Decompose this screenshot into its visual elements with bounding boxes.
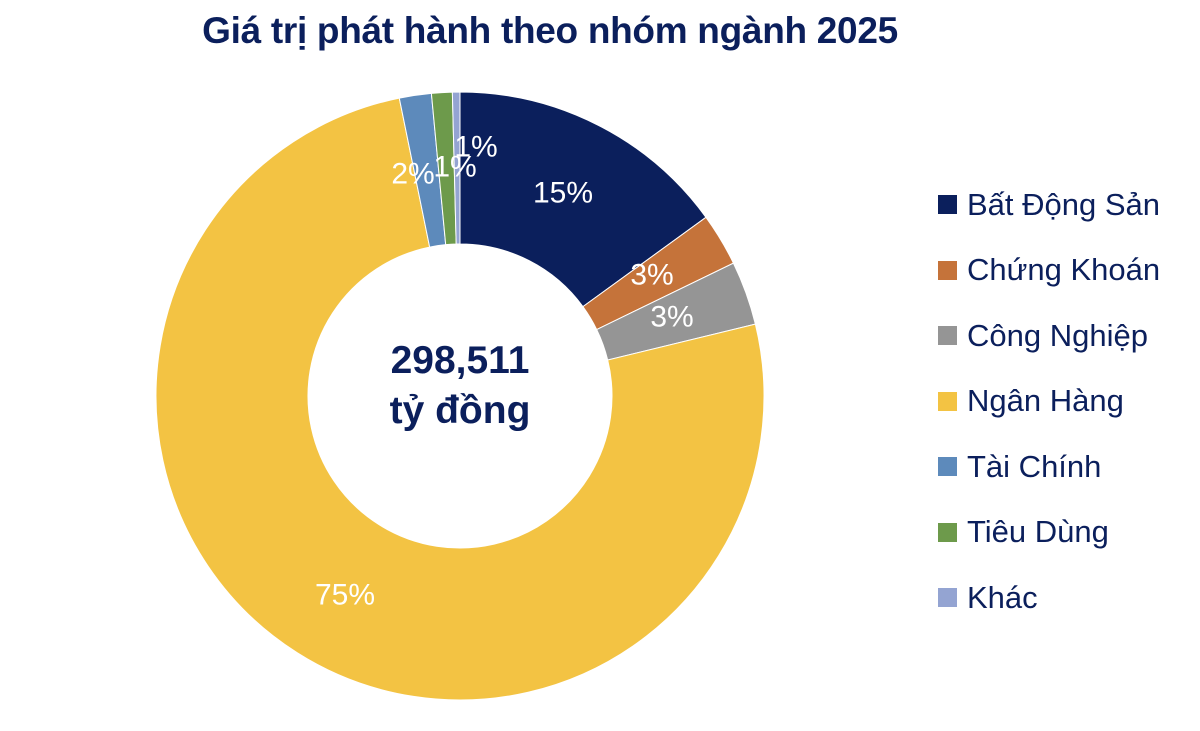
slice-bất-động-sản xyxy=(459,91,707,308)
legend-item-cong-nghiep: Công Nghiệp xyxy=(938,303,1160,369)
slice-label: 1% xyxy=(454,131,497,164)
legend-swatch xyxy=(938,391,957,411)
legend-item-ngan-hang: Ngân Hàng xyxy=(938,369,1160,435)
legend-label: Ngân Hàng xyxy=(967,383,1124,419)
slice-label: 2% xyxy=(391,158,434,191)
legend-label: Công Nghiệp xyxy=(967,317,1148,353)
legend-label: Chứng Khoán xyxy=(967,252,1161,288)
total-unit: tỷ đồng xyxy=(389,389,531,432)
donut-slices xyxy=(155,91,765,701)
legend-label: Tài Chính xyxy=(967,448,1102,484)
slice-label: 1% xyxy=(433,151,476,184)
legend-item-tai-chinh: Tài Chính xyxy=(938,434,1160,500)
slice-labels: 15%3%3%75%2%1%1% xyxy=(315,131,694,612)
chart-title: Giá trị phát hành theo nhóm ngành 2025 xyxy=(202,10,898,51)
legend-swatch xyxy=(938,457,957,477)
legend-item-tieu-dung: Tiêu Dùng xyxy=(938,500,1160,566)
total-value: 298,511 xyxy=(390,339,530,382)
legend-label: Bất Động Sản xyxy=(967,186,1161,222)
slice-label: 75% xyxy=(315,579,375,612)
slice-label: 3% xyxy=(650,301,693,334)
legend-item-bat-dong-san: Bất Động Sản xyxy=(938,172,1160,238)
legend-item-khac: Khác xyxy=(938,565,1160,631)
legend-swatch xyxy=(938,260,957,280)
legend-label: Khác xyxy=(967,579,1038,615)
legend-swatch xyxy=(938,522,957,542)
legend-swatch xyxy=(938,588,957,608)
legend-swatch xyxy=(938,195,957,215)
donut-center-label: 298,511 tỷ đồng xyxy=(360,336,560,436)
legend: Bất Động Sản Chứng Khoán Công Nghiệp Ngâ… xyxy=(938,172,1160,631)
slice-label: 3% xyxy=(630,259,673,292)
slice-label: 15% xyxy=(533,177,593,210)
slice-ngân-hàng xyxy=(155,97,765,701)
legend-swatch xyxy=(938,326,957,346)
legend-item-chung-khoan: Chứng Khoán xyxy=(938,238,1160,304)
slice-khác xyxy=(451,91,461,245)
legend-label: Tiêu Dùng xyxy=(967,514,1109,550)
